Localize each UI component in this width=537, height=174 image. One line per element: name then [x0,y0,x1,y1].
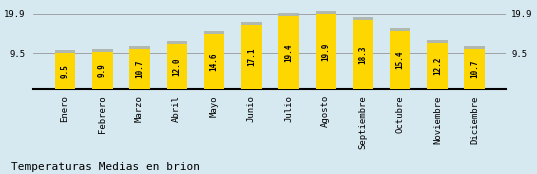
Text: 15.4: 15.4 [396,51,405,69]
Text: 10.7: 10.7 [135,60,144,78]
Bar [55,53,75,89]
Bar [166,44,187,89]
Text: 12.2: 12.2 [433,57,442,75]
Text: 9.5: 9.5 [61,64,70,78]
Text: Temperaturas Medias en brion: Temperaturas Medias en brion [11,162,200,172]
Bar [129,49,150,89]
Text: 10.7: 10.7 [470,60,479,78]
Bar [353,17,373,89]
Bar [92,49,113,89]
Bar [465,46,485,89]
Bar [316,14,336,89]
Bar [390,31,410,89]
Bar [204,31,224,89]
Text: 12.0: 12.0 [172,57,182,76]
Text: 19.4: 19.4 [284,43,293,62]
Bar [55,50,75,89]
Bar [241,22,262,89]
Bar [241,25,262,89]
Bar [278,13,299,89]
Text: 9.9: 9.9 [98,63,107,77]
Text: 19.9: 19.9 [321,42,330,61]
Text: 17.1: 17.1 [247,48,256,66]
Bar [204,34,224,89]
Bar [166,41,187,89]
Bar [427,43,448,89]
Text: 18.3: 18.3 [359,45,367,64]
Bar [92,52,113,89]
Bar [278,16,299,89]
Bar [465,49,485,89]
Bar [390,28,410,89]
Bar [316,11,336,89]
Bar [427,40,448,89]
Bar [353,20,373,89]
Bar [129,46,150,89]
Text: 14.6: 14.6 [209,52,219,71]
